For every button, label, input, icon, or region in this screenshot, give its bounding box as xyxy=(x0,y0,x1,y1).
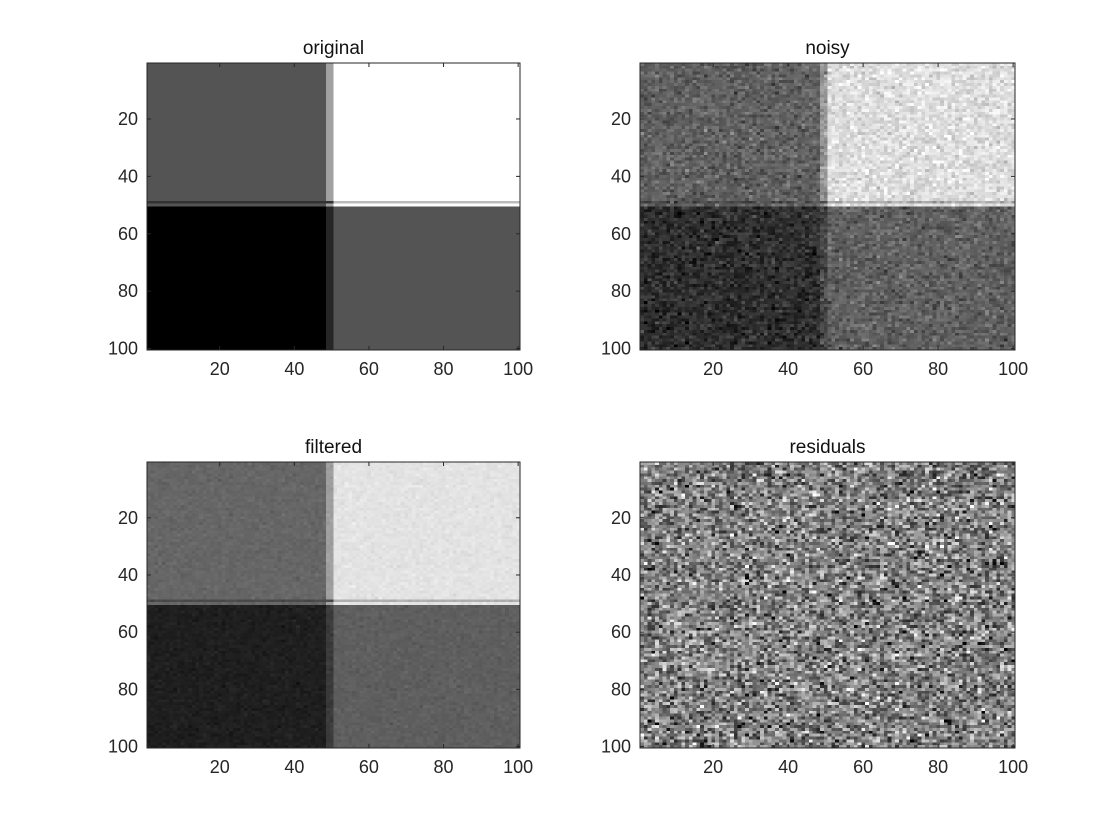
image-original xyxy=(147,63,521,351)
